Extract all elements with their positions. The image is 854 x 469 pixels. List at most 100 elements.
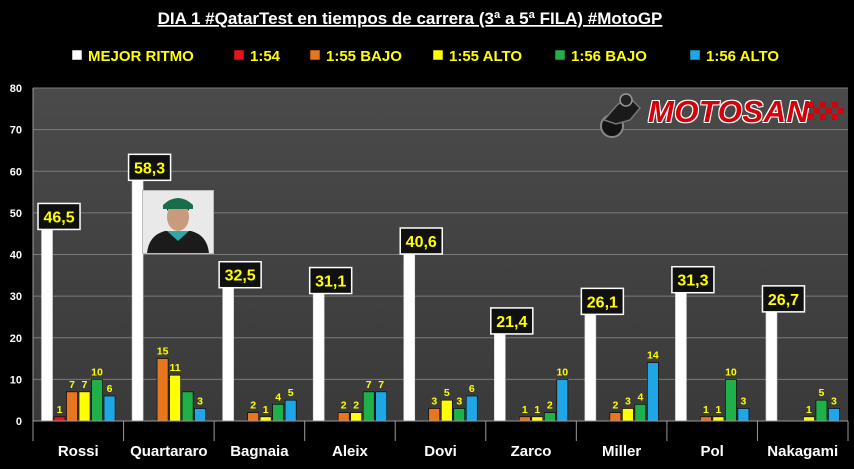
bar-zarco-5 xyxy=(556,379,569,422)
data-label: 5 xyxy=(288,387,294,399)
bar-bagnaia-2 xyxy=(247,412,259,422)
legend-swatch-4 xyxy=(554,49,566,61)
data-label: 3 xyxy=(740,396,746,408)
bar-dovi-5 xyxy=(465,395,478,422)
y-tick-label: 30 xyxy=(10,291,22,303)
bar-rossi-3 xyxy=(78,391,91,422)
y-axis: 0 10 20 30 40 50 60 70 80 xyxy=(10,83,34,428)
bar-miller-0 xyxy=(584,312,597,422)
y-tick-label: 10 xyxy=(10,374,22,386)
callout-box xyxy=(308,266,353,295)
callout-label: 58,3 xyxy=(134,160,165,177)
callout-label: 31,1 xyxy=(315,274,346,291)
y-tick-label: 80 xyxy=(10,83,22,95)
bar-pol-2 xyxy=(700,416,712,422)
bar-dovi-3 xyxy=(440,399,453,422)
legend-label-1: 1:54 xyxy=(250,48,281,65)
callout-label: 40,6 xyxy=(406,234,437,251)
bar-bagnaia-3 xyxy=(259,416,272,422)
data-label: 1 xyxy=(522,404,528,416)
bar-dovi-2 xyxy=(428,408,441,422)
bar-pol-0 xyxy=(675,290,687,422)
bar-quartararo-5 xyxy=(194,408,206,422)
bar-pol-3 xyxy=(712,416,725,422)
x-category-label: Zarco xyxy=(511,443,552,460)
bar-miller-2 xyxy=(609,412,622,422)
x-axis: Rossi Quartararo Bagnaia Aleix Dovi Zarco Mill… xyxy=(32,420,849,460)
x-category-label: Bagnaia xyxy=(230,443,289,460)
motorbike-icon xyxy=(600,93,642,138)
logo-text: MOTOSAN xyxy=(648,94,810,129)
data-label: 3 xyxy=(831,396,837,408)
data-label: 10 xyxy=(725,366,737,378)
legend-label-4: 1:56 BAJO xyxy=(571,48,647,65)
bar-zarco-2 xyxy=(519,416,531,422)
data-label: 7 xyxy=(366,379,372,391)
bar-nakagami-5 xyxy=(828,408,840,422)
legend-label-3: 1:55 ALTO xyxy=(449,48,522,65)
x-category-label: Aleix xyxy=(332,443,369,460)
bar-rossi-5 xyxy=(103,395,116,422)
callout-box xyxy=(218,260,262,289)
legend-swatch-1 xyxy=(233,49,245,61)
data-label: 2 xyxy=(250,400,256,412)
data-label: 3 xyxy=(197,396,203,408)
data-label: 10 xyxy=(91,366,103,378)
bar-aleix-5 xyxy=(375,391,387,422)
callout-label: 26,1 xyxy=(587,294,618,311)
callout-box xyxy=(37,202,81,231)
bar-zarco-4 xyxy=(544,412,556,422)
y-tick-label: 0 xyxy=(16,416,22,428)
data-label: 3 xyxy=(431,396,437,408)
chart-title: DIA 1 #QatarTest en tiempos de carrera (… xyxy=(158,9,663,28)
callout-box xyxy=(671,265,715,294)
callout-label: 26,7 xyxy=(768,292,799,309)
data-label: 2 xyxy=(341,400,347,412)
y-tick-label: 50 xyxy=(10,208,22,220)
data-label: 1 xyxy=(57,404,63,416)
callout-label: 32,5 xyxy=(225,268,256,285)
data-label: 2 xyxy=(353,400,359,412)
rider-photo xyxy=(142,190,214,254)
legend: MEJOR RITMO 1:54 1:55 BAJO 1:55 ALTO 1:56 BA… xyxy=(71,48,779,65)
x-category-label: Nakagami xyxy=(767,443,838,460)
data-label: 11 xyxy=(170,362,181,374)
legend-label-2: 1:55 BAJO xyxy=(326,48,402,65)
bar-aleix-0 xyxy=(312,291,325,422)
bar-bagnaia-0 xyxy=(222,285,234,422)
data-label: 1 xyxy=(263,404,269,416)
bar-miller-4 xyxy=(634,404,647,422)
data-label: 15 xyxy=(157,346,169,358)
callout-box xyxy=(127,153,172,182)
data-label: 5 xyxy=(444,387,450,399)
bar-dovi-4 xyxy=(453,408,466,422)
motosan-logo: MOTOSAN xyxy=(596,88,846,142)
checkered-flag-icon xyxy=(808,102,844,120)
bar-rossi-0 xyxy=(41,227,53,422)
data-label: 1 xyxy=(703,404,709,416)
bar-pol-5 xyxy=(737,408,750,422)
data-label: 4 xyxy=(275,391,281,403)
data-label: 6 xyxy=(107,383,113,395)
bars xyxy=(41,178,840,422)
x-category-label: Pol xyxy=(700,443,723,460)
legend-swatch-2 xyxy=(309,49,321,61)
x-category-label: Miller xyxy=(602,443,641,460)
x-category-label: Rossi xyxy=(58,443,99,460)
data-label: 4 xyxy=(637,391,643,403)
data-label: 1 xyxy=(715,404,721,416)
bar-bagnaia-5 xyxy=(284,399,297,422)
data-label: 7 xyxy=(82,379,88,391)
y-tick-label: 70 xyxy=(10,125,22,137)
data-label: 7 xyxy=(69,379,75,391)
legend-swatch-0 xyxy=(71,49,83,61)
data-label: 1 xyxy=(806,404,812,416)
grid-lines xyxy=(33,87,848,380)
bar-zarco-0 xyxy=(494,331,506,422)
callout-box xyxy=(490,307,534,335)
data-label: 5 xyxy=(819,387,825,399)
bar-dovi-0 xyxy=(403,251,416,422)
